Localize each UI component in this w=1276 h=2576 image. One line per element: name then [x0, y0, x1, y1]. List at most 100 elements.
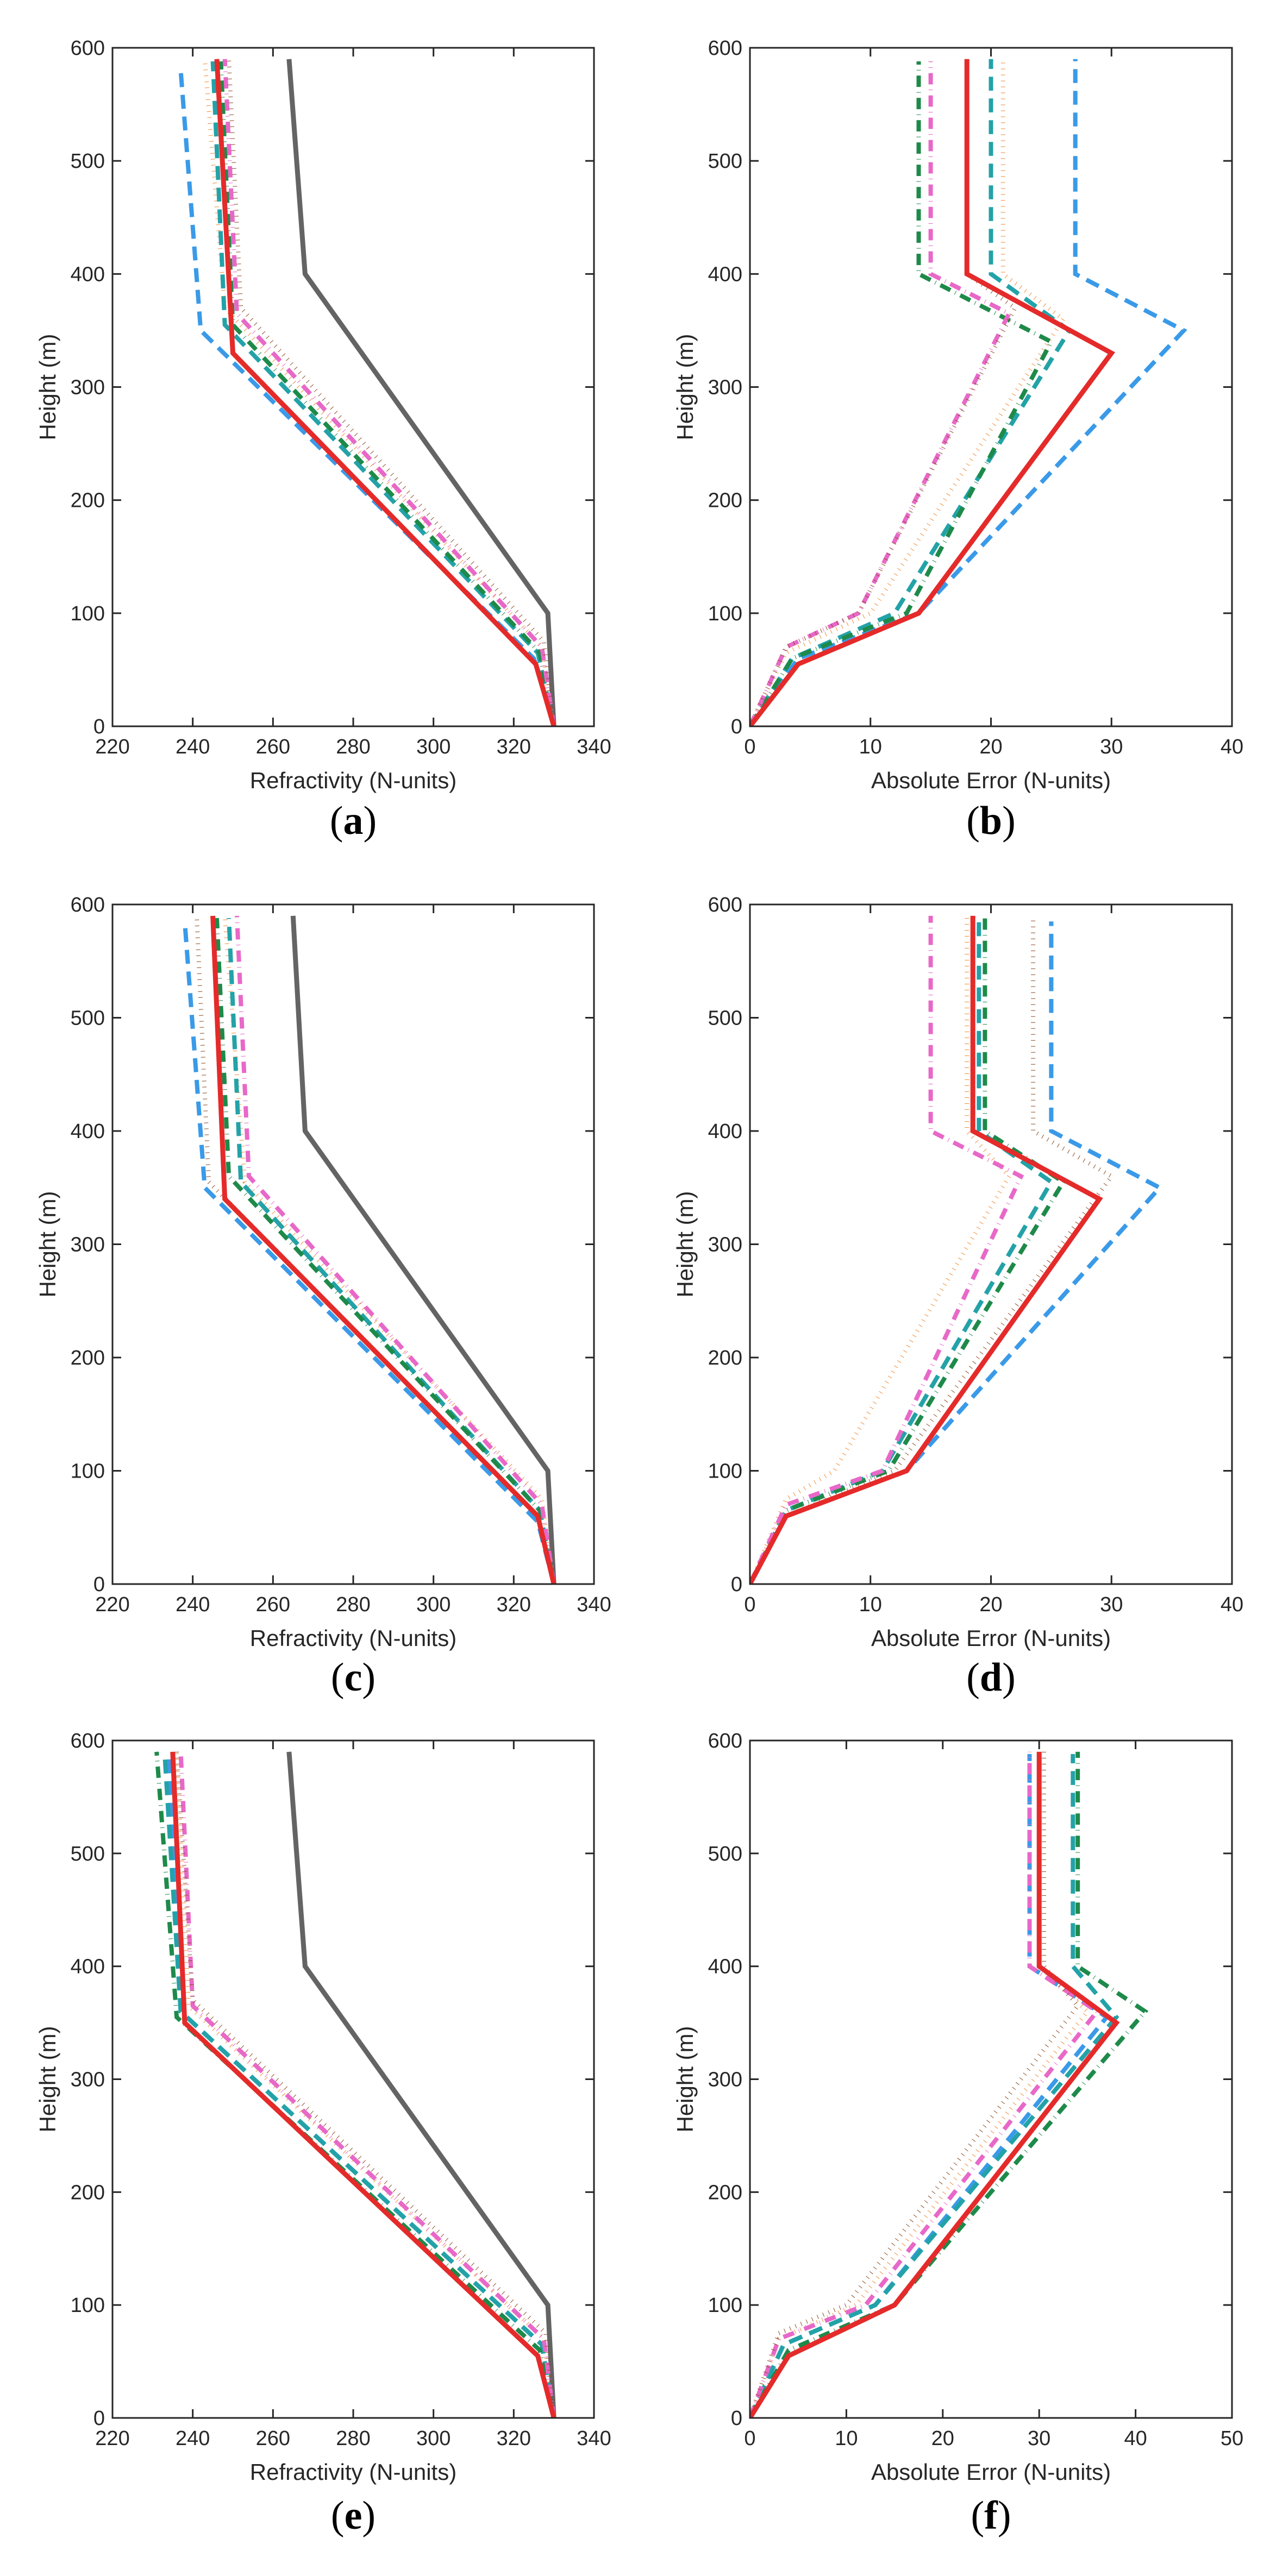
x-tick-label: 10: [835, 2427, 858, 2450]
y-tick-label: 600: [708, 894, 742, 916]
y-axis-label: Height (m): [35, 1191, 60, 1297]
series-line-s8: [210, 915, 556, 1584]
plot-frame: [749, 903, 1233, 1585]
series-line-s4: [750, 1754, 1119, 2418]
series-line-s8: [750, 1751, 1120, 2418]
x-axis-label: Refractivity (N-units): [250, 1625, 456, 1651]
y-tick-label: 300: [71, 376, 105, 399]
y-tick-label: 100: [71, 2294, 105, 2317]
y-tick-label: 100: [708, 1460, 742, 1483]
x-tick-label: 40: [1221, 1593, 1243, 1616]
plot-frame: [111, 903, 595, 1585]
y-tick-label: 200: [708, 489, 742, 512]
series-line-s7: [750, 915, 1115, 1584]
y-axis-label: Height (m): [35, 2026, 60, 2132]
series-group: [178, 59, 556, 726]
series-group: [750, 915, 1164, 1584]
panel-label: (b): [966, 799, 1015, 843]
x-axis-label: Absolute Error (N-units): [871, 768, 1111, 793]
series-group: [182, 915, 556, 1584]
x-tick-label: 20: [979, 1593, 1002, 1616]
x-axis-label: Refractivity (N-units): [250, 768, 456, 793]
y-tick-label: 400: [708, 1120, 742, 1143]
x-tick-label: 50: [1221, 2427, 1243, 2450]
panel-letter: f: [984, 2493, 998, 2538]
x-tick-label: 40: [1221, 736, 1243, 758]
y-tick-label: 500: [71, 1843, 105, 1865]
x-tick-label: 260: [256, 2427, 290, 2450]
panel-letter: b: [980, 799, 1002, 843]
y-tick-label: 600: [708, 1730, 742, 1752]
y-tick-label: 600: [708, 37, 742, 60]
series-line-s5: [750, 1751, 1149, 2418]
series-line-s2: [750, 59, 1187, 726]
series-line-s4: [750, 59, 1072, 726]
x-tick-label: 280: [336, 2427, 370, 2450]
x-tick-label: 300: [416, 1593, 451, 1616]
plot-frame: [749, 1739, 1233, 2419]
panel-letter: c: [345, 1655, 362, 1700]
y-tick-label: 200: [71, 489, 105, 512]
series-line-s6: [234, 915, 556, 1584]
series-line-s4: [750, 918, 1054, 1584]
x-tick-label: 10: [859, 1593, 882, 1616]
x-tick-label: 240: [176, 736, 210, 758]
y-axis-label: Height (m): [672, 2026, 698, 2132]
x-tick-label: 0: [744, 1593, 755, 1616]
x-tick-label: 300: [416, 2427, 451, 2450]
series-line-s6: [178, 1751, 556, 2418]
x-tick-label: 300: [416, 736, 451, 758]
x-tick-label: 20: [931, 2427, 954, 2450]
series-line-s6: [750, 1751, 1100, 2418]
x-tick-label: 340: [577, 2427, 611, 2450]
series-line-s8: [750, 59, 1115, 726]
x-tick-label: 20: [979, 736, 1002, 758]
y-axis-label: Height (m): [35, 334, 60, 440]
x-axis-label: Absolute Error (N-units): [871, 2459, 1111, 2485]
x-tick-label: 30: [1100, 736, 1123, 758]
x-tick-label: 240: [176, 1593, 210, 1616]
series-line-s5: [218, 61, 556, 726]
y-tick-label: 0: [731, 2407, 742, 2430]
x-tick-label: 280: [336, 1593, 370, 1616]
x-tick-label: 280: [336, 736, 370, 758]
y-tick-label: 0: [731, 1573, 742, 1596]
x-tick-label: 260: [256, 736, 290, 758]
y-tick-label: 200: [708, 2181, 742, 2204]
y-tick-label: 200: [71, 1347, 105, 1369]
y-tick-label: 400: [708, 1956, 742, 1978]
chart-panel-a: 220 240 260 280 300 320 340 0 100 200 300 400 500 600…: [35, 37, 611, 843]
series-line-s2: [750, 921, 1164, 1584]
y-tick-label: 0: [731, 715, 742, 738]
x-tick-label: 10: [859, 736, 882, 758]
x-tick-label: 320: [497, 2427, 531, 2450]
y-tick-label: 100: [708, 602, 742, 625]
y-tick-label: 600: [71, 37, 105, 60]
panel-label: (c): [331, 1655, 376, 1700]
plot-frame: [111, 1739, 595, 2419]
x-tick-label: 320: [497, 1593, 531, 1616]
y-tick-label: 300: [708, 1234, 742, 1256]
series-line-s4: [210, 61, 556, 726]
panel-letter: d: [980, 1655, 1002, 1700]
y-tick-label: 500: [708, 1843, 742, 1865]
y-tick-label: 300: [71, 2069, 105, 2091]
y-tick-label: 500: [708, 150, 742, 173]
panel-label: (e): [331, 2493, 376, 2538]
panel-label: (f): [971, 2493, 1011, 2538]
panel-label: (d): [966, 1655, 1015, 1700]
y-tick-label: 100: [71, 602, 105, 625]
y-tick-label: 400: [708, 263, 742, 286]
y-tick-label: 500: [708, 1007, 742, 1030]
series-line-s3: [750, 59, 1067, 726]
y-tick-label: 200: [708, 1347, 742, 1369]
y-axis-label: Height (m): [672, 334, 698, 440]
y-tick-label: 500: [71, 150, 105, 173]
x-tick-label: 40: [1124, 2427, 1147, 2450]
series-group: [750, 59, 1187, 726]
x-tick-label: 30: [1100, 1593, 1123, 1616]
x-tick-label: 340: [577, 736, 611, 758]
x-tick-label: 220: [95, 2427, 129, 2450]
